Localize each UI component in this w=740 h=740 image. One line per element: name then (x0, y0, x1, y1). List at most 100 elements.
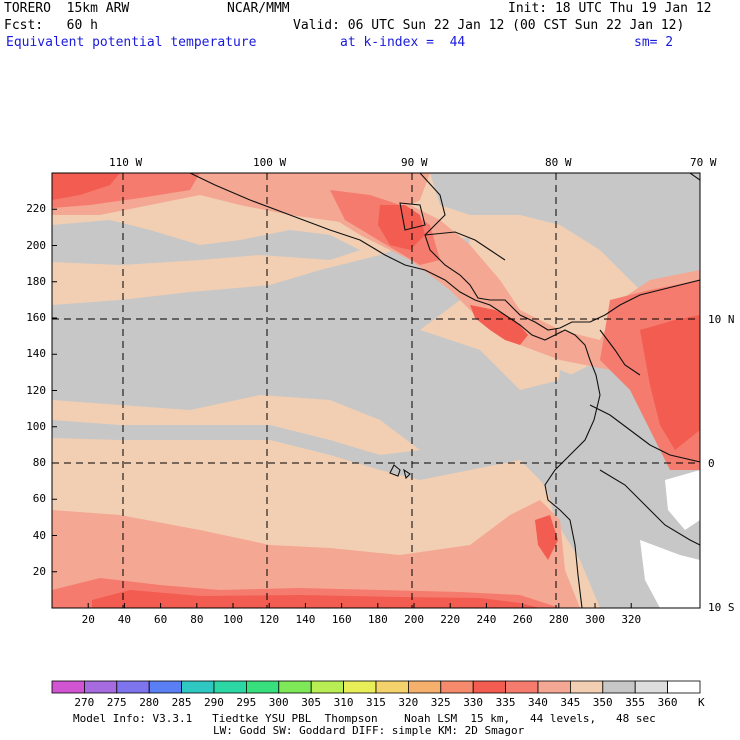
x-tick-label: 320 (621, 613, 642, 626)
lon-label-100w: 100 W (253, 156, 287, 169)
x-tick-label: 20 (81, 613, 95, 626)
x-tick-label: 300 (585, 613, 605, 626)
colorbar-swatch (472, 680, 507, 694)
field-region-red-colombia (640, 315, 700, 450)
colorbar-swatch (245, 680, 280, 694)
x-tick-label: 100 (223, 613, 243, 626)
colorbar-swatch (343, 680, 377, 694)
valid-time: Valid: 06 UTC Sun 22 Jan 12 (00 CST Sun … (293, 18, 685, 33)
colorbar-label: 305 (301, 696, 322, 709)
x-tick-label: 220 (440, 613, 461, 626)
y-tick-label: 100 (26, 419, 47, 433)
y-tick-label: 160 (26, 311, 47, 324)
y-tick-label: 220 (26, 202, 47, 216)
field-region-salmon-south (52, 500, 580, 608)
field-name: Equivalent potential temperature (6, 35, 257, 50)
lat-label-0: 0 (708, 457, 715, 470)
colorbar-swatch (667, 680, 701, 694)
colorbar-swatch (602, 680, 636, 694)
x-tick-label: 80 (190, 613, 204, 626)
y-tick-label: 200 (26, 238, 47, 252)
colorbar-swatch (116, 680, 150, 694)
y-tick-label: 140 (26, 347, 47, 361)
field-region-gray-north (52, 220, 360, 265)
colorbar-label: 345 (560, 696, 581, 709)
x-tick-label: 60 (154, 613, 168, 626)
colorbar-label: 280 (139, 696, 160, 709)
y-tick-label: 180 (26, 274, 47, 288)
colorbar-swatch (51, 680, 85, 694)
colorbar-label: 275 (106, 696, 127, 709)
colorbar-label: 310 (333, 696, 354, 709)
model-info-line1: Model Info: V3.3.1 Tiedtke YSU PBL Thomp… (73, 712, 656, 725)
init-time: Init: 18 UTC Thu 19 Jan 12 (508, 1, 712, 16)
lat-label-10n: 10 N (708, 313, 735, 326)
colorbar-label: 300 (268, 696, 289, 709)
lon-label-70w: 70 W (690, 156, 717, 169)
y-tick-label: 80 (32, 456, 47, 469)
x-tick-label: 160 (331, 613, 352, 626)
model-title: TORERO 15km ARW (4, 1, 130, 16)
colorbar-swatch (310, 680, 345, 694)
graticule (52, 173, 700, 608)
colorbar-swatch (213, 680, 247, 694)
forecast-hour: Fcst: 60 h (4, 18, 98, 33)
coastlines (189, 173, 700, 608)
y-tick-marks (52, 208, 57, 573)
colorbar-label: 355 (625, 696, 646, 709)
x-tick-label: 280 (548, 613, 569, 626)
lon-label-90w: 90 W (401, 156, 428, 169)
x-tick-label: 40 (117, 613, 132, 626)
x-tick-label: 180 (367, 613, 388, 626)
field-region-tan-band (52, 395, 420, 455)
field-region-red-south (92, 590, 540, 608)
colorbar-label: 335 (495, 696, 516, 709)
field-region-red-north (52, 173, 120, 200)
x-tick-marks (87, 603, 632, 608)
y-tick-label: 20 (32, 564, 47, 578)
colorbar-swatch (407, 680, 442, 694)
colorbar-swatch (505, 680, 539, 694)
smooth-label: sm= 2 (634, 35, 674, 50)
colorbar-swatch (278, 680, 312, 694)
colorbar-swatch (375, 680, 409, 694)
center-label: NCAR/MMM (227, 1, 290, 16)
field-region-white-andes (665, 470, 700, 530)
colorbar-unit: K (698, 696, 705, 709)
x-tick-label: 240 (476, 613, 497, 626)
lon-label-110w: 110 W (109, 156, 143, 169)
model-info-line2: LW: Godd SW: Goddard DIFF: simple KM: 2D… (213, 724, 525, 737)
colorbar-label: 270 (74, 696, 95, 709)
x-tick-label: 260 (512, 613, 533, 626)
lat-label-10s: 10 S (708, 601, 735, 614)
colorbar-swatch (537, 680, 571, 694)
field-region-red-guatemala (378, 205, 425, 250)
colorbar-label: 325 (430, 696, 451, 709)
x-tick-label: 120 (259, 613, 280, 626)
field-region-gray-caribbean (430, 173, 700, 300)
colorbar-swatch (84, 680, 118, 694)
y-tick-label: 60 (32, 492, 47, 506)
colorbar-label: 350 (592, 696, 613, 709)
y-tick-label: 40 (32, 528, 47, 542)
colorbar-swatch (148, 680, 182, 694)
colorbar-label: 285 (171, 696, 192, 709)
colorbar-label: 360 (657, 696, 678, 709)
colorbar-label: 320 (398, 696, 419, 709)
colorbar-label: 330 (463, 696, 484, 709)
x-tick-label: 200 (404, 613, 424, 626)
y-tick-label: 120 (26, 383, 47, 397)
colorbar-label: 290 (204, 696, 224, 709)
colorbar-swatch (181, 680, 215, 694)
colorbar-label: 340 (528, 696, 548, 709)
colorbar-label: 315 (366, 696, 386, 709)
colorbar (51, 680, 701, 694)
level-label: at k-index = 44 (340, 35, 466, 50)
field-region-red-peru (535, 515, 558, 560)
x-tick-label: 140 (295, 613, 316, 626)
field-region-red-costarica (470, 305, 528, 345)
colorbar-swatch (440, 680, 474, 694)
field-region-white-andes-2 (640, 540, 700, 608)
colorbar-swatch (570, 680, 604, 694)
